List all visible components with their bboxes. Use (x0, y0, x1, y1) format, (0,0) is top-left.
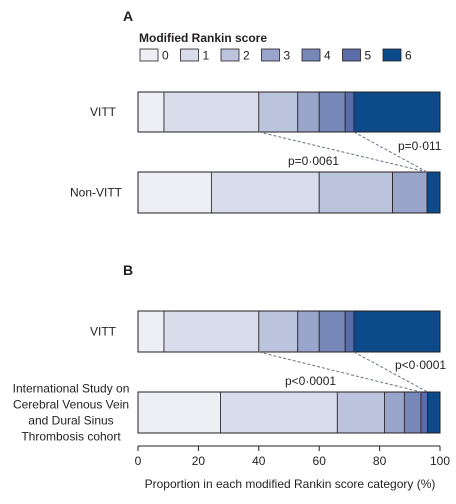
legend-swatch-6 (382, 48, 402, 62)
comparison-connector-a-0 (353, 131, 428, 173)
bar-segment-b-0-mrs0 (137, 310, 165, 353)
bar-segment-a-0-mrs3 (297, 91, 320, 133)
row-label-a-1: Non-VITT (70, 186, 123, 200)
bar-segment-b-1-mrs3 (384, 391, 405, 434)
bar-segment-b-1-mrs2 (336, 391, 385, 434)
bar-segment-b-1-mrs0 (137, 391, 221, 434)
x-axis-title: Proportion in each modified Rankin score… (145, 477, 436, 491)
panel-letter-a: A (123, 8, 133, 24)
legend-swatch-3 (261, 48, 280, 62)
bar-outline-b-0 (137, 310, 441, 353)
comparison-connector-b-1 (258, 351, 422, 393)
bar-segment-b-1-mrs6 (427, 391, 441, 434)
row-label-b-1-line-0: International Study on (13, 382, 130, 396)
bar-segment-b-1-mrs1 (220, 391, 338, 434)
bar-segment-b-0-mrs1 (163, 310, 260, 353)
bar-segment-a-1-mrs1 (210, 171, 320, 214)
bar-segment-b-0-mrs3 (297, 310, 320, 353)
legend-label-0: 0 (162, 49, 169, 63)
p-value-b-dependency: p<0·0001 (285, 374, 336, 388)
bar-segment-b-0-mrs5 (344, 310, 355, 353)
bar-outline-b-1 (137, 391, 441, 434)
legend-swatch-2 (220, 48, 240, 62)
bar-segment-a-1-mrs0 (137, 171, 212, 214)
row-label-b-1-line-1: Cerebral Venous Vein (13, 398, 129, 412)
row-label-a-0: VITT (90, 105, 117, 119)
comparison-connector-a-1 (258, 131, 428, 173)
legend-label-2: 2 (243, 49, 250, 63)
x-tick-label-0: 0 (135, 454, 142, 468)
row-label-b-0: VITT (90, 325, 117, 339)
x-tick-label-20: 20 (192, 454, 206, 468)
bar-segment-a-1-mrs3 (392, 171, 428, 214)
bar-segment-a-0-mrs2 (258, 91, 299, 133)
bar-segment-a-0-mrs5 (344, 91, 355, 133)
legend-label-4: 4 (324, 49, 331, 63)
bar-segment-a-1-mrs6 (426, 171, 441, 214)
bar-segment-a-0-mrs0 (137, 91, 165, 133)
bar-outline-a-0 (137, 91, 441, 133)
x-tick-label-40: 40 (252, 454, 266, 468)
legend-swatch-4 (301, 48, 321, 62)
legend-label-5: 5 (365, 49, 372, 63)
bar-segment-b-0-mrs4 (318, 310, 346, 353)
x-tick-label-100: 100 (430, 454, 450, 468)
bar-segment-b-1-mrs5 (420, 391, 429, 434)
row-label-b-1-line-2: and Dural Sinus (28, 414, 113, 428)
comparison-connector-b-0 (353, 351, 428, 393)
legend-label-3: 3 (284, 49, 291, 63)
bar-segment-b-1-mrs4 (403, 391, 422, 434)
bar-segment-a-0-mrs1 (163, 91, 260, 133)
bar-segment-a-1-mrs2 (318, 171, 393, 214)
p-value-a-death: p=0·011 (398, 139, 442, 153)
panel-letter-b: B (123, 262, 133, 278)
row-label-b-1-line-3: Thrombosis cohort (21, 430, 121, 444)
legend-swatch-0 (139, 48, 159, 62)
legend-label-6: 6 (405, 49, 412, 63)
bar-segment-a-0-mrs6 (353, 91, 441, 133)
x-tick-label-60: 60 (313, 454, 327, 468)
p-value-a-dependency: p=0·0061 (288, 154, 339, 168)
x-tick-label-80: 80 (373, 454, 387, 468)
legend-title: Modified Rankin score (139, 31, 267, 45)
bar-segment-b-0-mrs2 (258, 310, 299, 353)
bar-segment-b-0-mrs6 (353, 310, 441, 353)
legend-label-1: 1 (203, 49, 210, 63)
bar-outline-a-1 (137, 171, 441, 214)
legend-swatch-1 (180, 48, 199, 62)
legend-swatch-5 (342, 48, 361, 62)
p-value-b-death: p<0·0001 (395, 358, 446, 372)
bar-segment-a-0-mrs4 (318, 91, 346, 133)
